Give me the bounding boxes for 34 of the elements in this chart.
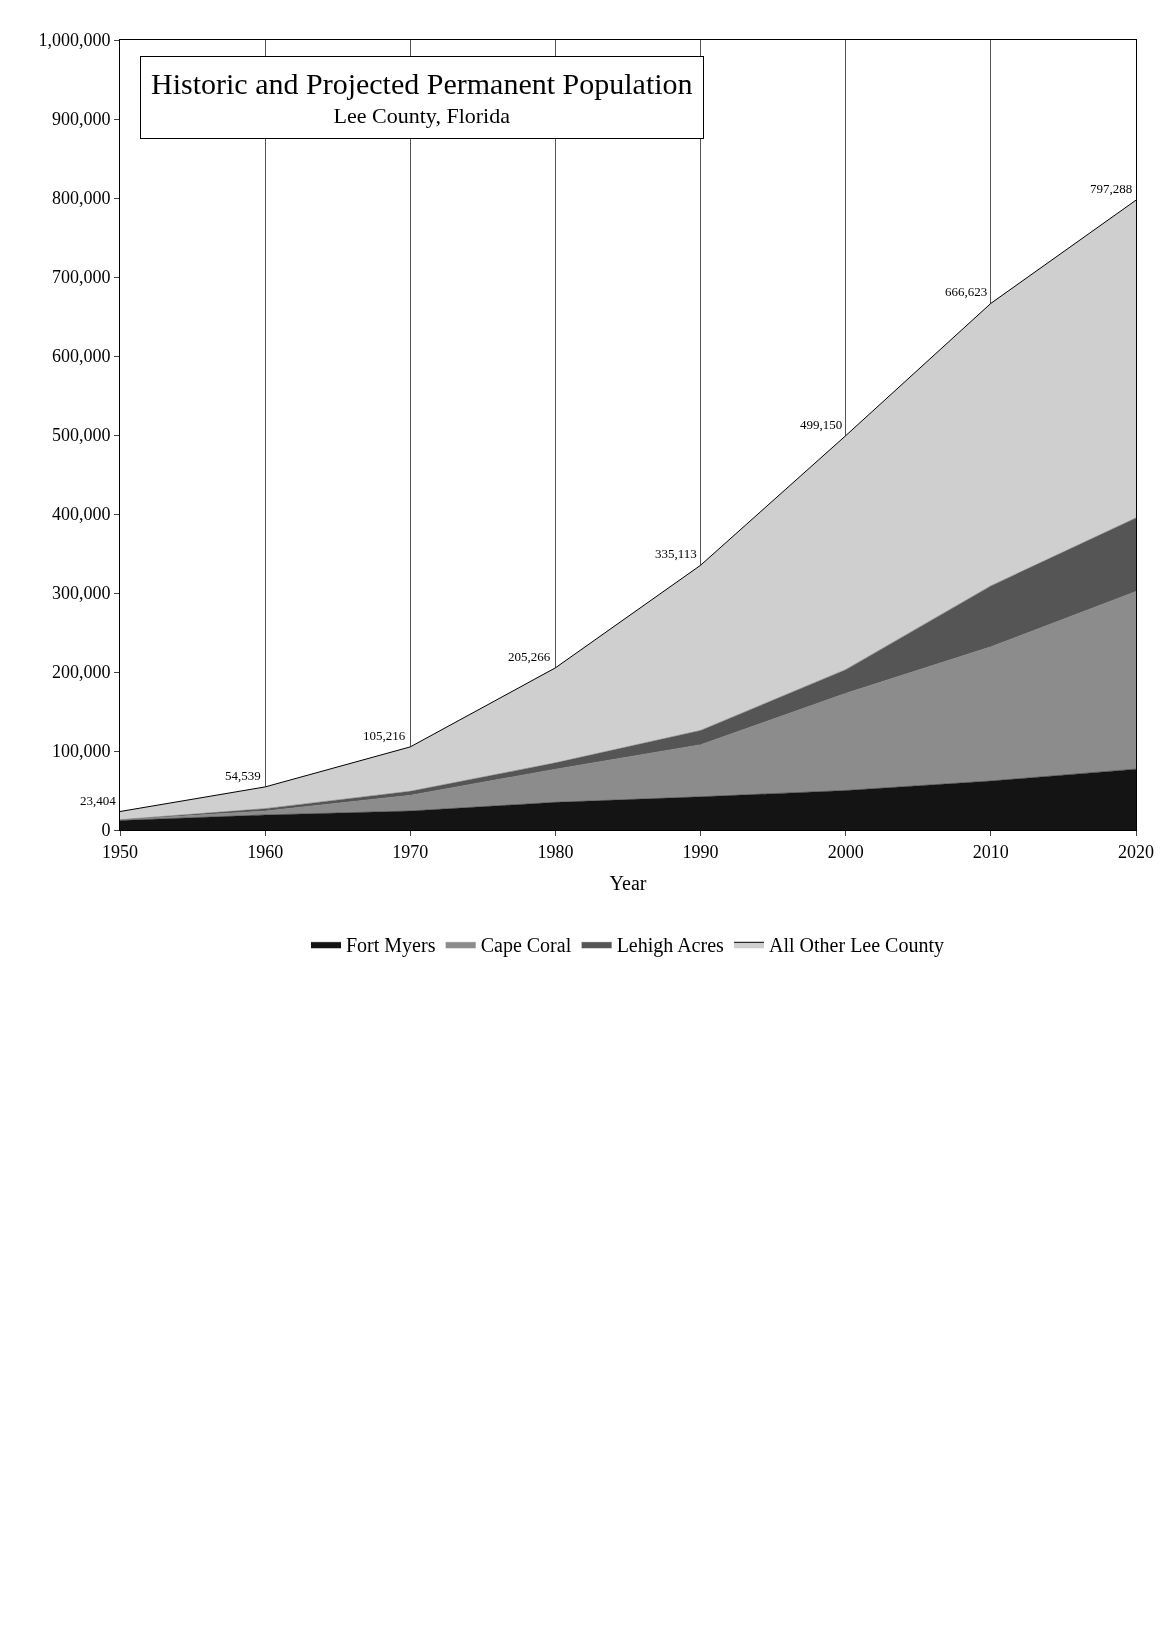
y-tick-label: 200,000 [51,662,111,683]
total-label: 105,216 [363,728,406,743]
y-tick-label: 100,000 [51,741,111,762]
x-tick-label: 2020 [1118,841,1154,862]
text: Historic and Projected Permanent Population [151,67,693,100]
total-label: 499,150 [800,417,843,432]
y-tick-label: 600,000 [51,346,111,367]
total-label: 54,539 [225,768,261,783]
y-tick-label: 500,000 [51,425,111,446]
total-label: 205,266 [508,649,551,664]
y-tick-label: 0 [101,820,111,841]
text: Lee County, Florida [333,102,511,128]
x-tick-label: 1950 [102,841,138,862]
total-label: 666,623 [945,284,988,299]
y-tick-label: 1,000,000 [38,30,111,51]
legend-label: Lehigh Acres [616,934,725,958]
y-tick-label: 400,000 [51,504,111,525]
x-tick-label: 2000 [827,841,864,862]
x-tick-label: 1970 [392,841,429,862]
y-tick-label: 900,000 [51,109,111,130]
legend-label: Fort Myers [346,934,436,958]
x-tick-label: 1980 [537,841,574,862]
x-tick-label: 1960 [247,841,284,862]
legend-label: All Other Lee County [769,934,944,958]
y-tick-label: 700,000 [51,267,111,288]
total-label: 335,113 [655,546,697,561]
y-tick-label: 800,000 [51,188,111,209]
x-axis-title: Year [609,872,647,895]
total-label: 797,288 [1090,181,1133,196]
total-label: 23,404 [80,793,117,808]
y-tick-label: 300,000 [51,583,111,604]
legend-label: Cape Coral [480,934,572,958]
x-tick-label: 2010 [972,841,1009,862]
x-tick-label: 1990 [682,841,719,862]
